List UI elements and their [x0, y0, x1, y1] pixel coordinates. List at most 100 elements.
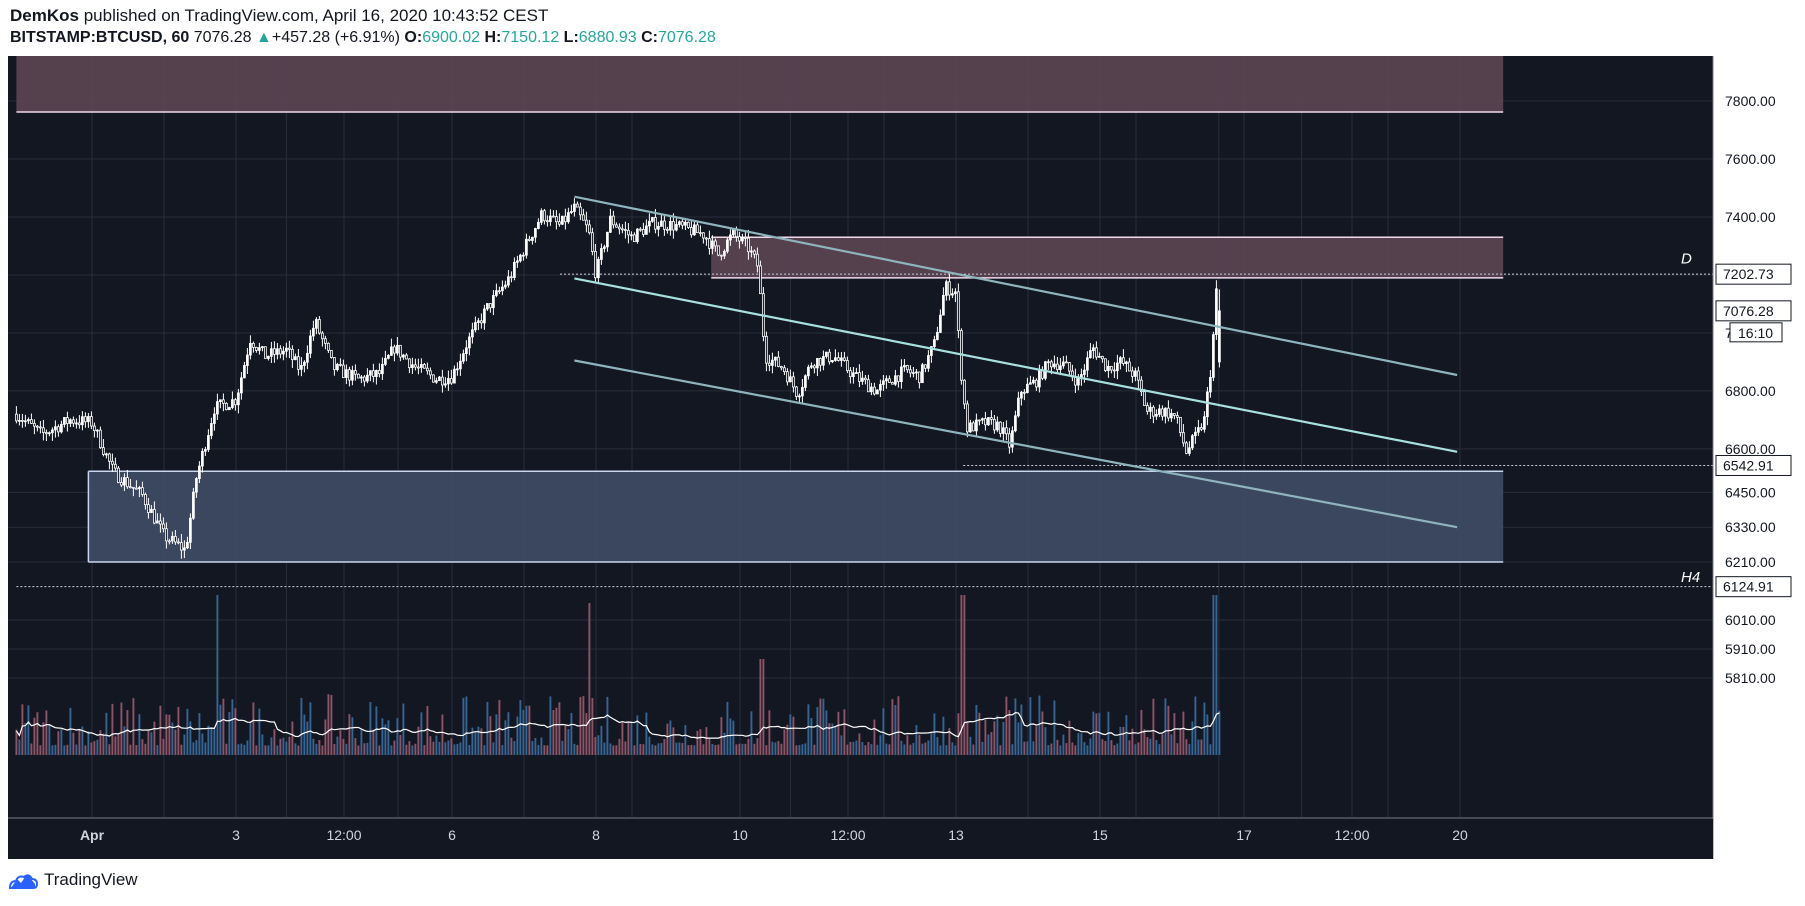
volume-bar [369, 702, 372, 755]
volume-bar [924, 742, 927, 755]
volume-bar [1161, 734, 1164, 755]
author-name[interactable]: DemKos [10, 6, 79, 25]
volume-bar [621, 722, 624, 755]
channel-upper[interactable] [574, 195, 1458, 377]
volume-bar [699, 729, 702, 755]
price-chart[interactable]: DH4 7800.007600.007400.00706800.006600.0… [8, 56, 1805, 860]
candle-body [1131, 370, 1134, 377]
candle-body [465, 347, 468, 355]
candle-body [453, 368, 456, 384]
volume-bar [987, 734, 990, 755]
volume-bar [918, 734, 921, 755]
candle-body [1101, 355, 1104, 360]
candle-body [225, 402, 228, 411]
candle-body [876, 389, 879, 395]
candle-body [60, 423, 63, 433]
candle-body [816, 358, 819, 369]
candle-body [135, 487, 138, 490]
volume-bar [36, 712, 39, 755]
candle-body [546, 220, 549, 223]
candle-body [273, 348, 276, 355]
candle-body [174, 535, 177, 543]
volume-bar [312, 738, 315, 755]
volume-bar [963, 595, 966, 755]
candle-body [57, 426, 60, 433]
candle-body [144, 494, 147, 506]
volume-bar [789, 714, 792, 755]
candle-body [366, 374, 369, 382]
candle-body [1032, 379, 1035, 384]
volume-bar [426, 705, 429, 755]
time-tick-label: 10 [732, 827, 748, 843]
candle-body [201, 450, 204, 467]
candle-body [810, 365, 813, 368]
volume-bar [468, 744, 471, 755]
volume-bar [231, 699, 234, 755]
volume-bar [1086, 745, 1089, 755]
candle-body [1125, 361, 1128, 364]
volume-bar [276, 745, 279, 755]
channel-lower[interactable] [574, 359, 1458, 529]
candle-body [387, 354, 390, 359]
price-tick-label: 6330.00 [1725, 519, 1776, 535]
candle-body [309, 335, 312, 354]
candle-body [1128, 361, 1131, 372]
candle-body [777, 356, 780, 367]
volume-bar [1101, 739, 1104, 755]
price-tick-label: 6800.00 [1725, 383, 1776, 399]
candle-body [63, 417, 66, 425]
candle-body [213, 413, 216, 424]
price-axis[interactable]: 7800.007600.007400.00706800.006600.00645… [1712, 56, 1792, 859]
volume-bar [45, 710, 48, 755]
candle-body [1140, 379, 1143, 393]
volume-bar [753, 743, 756, 755]
volume-bar [555, 707, 558, 755]
symbol-name[interactable]: BITSTAMP:BTCUSD, 60 [10, 29, 190, 46]
volume-bar [474, 731, 477, 755]
price-tag-box[interactable] [1715, 300, 1792, 322]
candle-body [1035, 379, 1038, 388]
candle-body [69, 419, 72, 424]
time-axis[interactable]: Apr 3 12:00 6 8 10 12:00 13 15 17 12:00 20 [8, 817, 1713, 859]
candle-body [921, 364, 924, 384]
volume-bar [63, 745, 66, 755]
trend-lines[interactable] [574, 195, 1458, 529]
volume-bar [915, 725, 918, 755]
volume-bar [513, 741, 516, 755]
price-tick-label: 6010.00 [1725, 612, 1776, 628]
price-tag-box[interactable] [1715, 263, 1792, 285]
up-arrow-icon: ▲ [256, 29, 272, 46]
volume-bar [726, 701, 729, 755]
volume-bar [1143, 729, 1146, 755]
candle-body [141, 487, 144, 495]
candle-body [48, 432, 51, 435]
price-tag-box[interactable] [1715, 454, 1792, 476]
volume-bar [297, 745, 300, 755]
volume-bar [888, 744, 891, 755]
volume-bar [1131, 728, 1134, 755]
channel-mid[interactable] [574, 277, 1458, 453]
volume-bar [348, 714, 351, 755]
candle-body [1107, 365, 1110, 371]
volume-bar [846, 744, 849, 755]
volume-bar [762, 659, 765, 755]
candle-body [783, 367, 786, 373]
volume-bar [786, 724, 789, 755]
candle-body [807, 366, 810, 377]
volume-bar [765, 745, 768, 755]
candle-body [792, 376, 795, 388]
candle-body [1083, 369, 1086, 375]
time-tick-label: 20 [1452, 827, 1468, 843]
candle-body [114, 463, 117, 469]
tradingview-logo[interactable]: TradingView [8, 870, 138, 890]
candle-body [678, 221, 681, 225]
plot-area[interactable] [8, 56, 1713, 859]
candle-body [297, 356, 300, 370]
low-value: 6880.93 [578, 29, 637, 46]
volume-bar [309, 702, 312, 755]
price-tag-box[interactable] [1715, 576, 1792, 598]
candle-body [1074, 376, 1077, 386]
candle-body [1065, 361, 1068, 364]
volume-bar [1020, 704, 1023, 755]
volume-bar [609, 743, 612, 755]
